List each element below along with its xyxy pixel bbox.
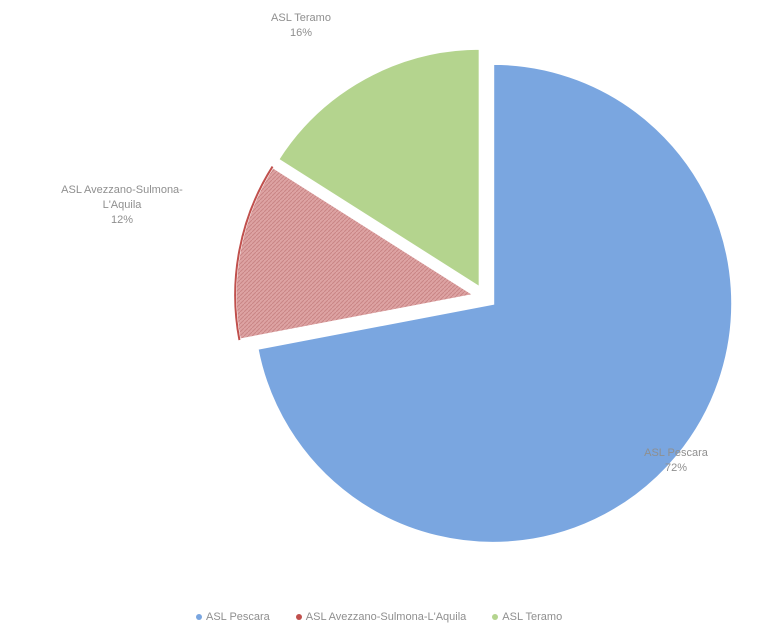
legend-item-teramo: ASL Teramo — [492, 611, 562, 623]
slice-label-value: 72% — [664, 462, 688, 474]
legend-label: ASL Pescara — [206, 611, 270, 623]
legend-label: ASL Teramo — [502, 611, 563, 623]
chart-legend: ASL Pescara ASL Avezzano-Sulmona-L'Aquil… — [196, 611, 562, 623]
slice-label-avezzano: ASL Avezzano-Sulmona- L'Aquila 12% — [61, 183, 183, 228]
slice-label-pescara: ASL Pescara 72% — [644, 446, 708, 476]
legend-item-pescara: ASL Pescara — [196, 611, 270, 623]
slice-label-line: ASL Teramo — [271, 12, 331, 24]
legend-marker — [196, 614, 202, 620]
pie-slice-teramo — [275, 46, 482, 291]
slice-label-line: ASL Avezzano-Sulmona- — [61, 184, 183, 196]
legend-marker — [492, 614, 499, 620]
legend-marker — [295, 614, 302, 620]
legend-item-avezzano: ASL Avezzano-Sulmona-L'Aquila — [295, 611, 467, 623]
slice-label-value: 12% — [110, 214, 134, 226]
slice-label-teramo: ASL Teramo 16% — [271, 11, 331, 41]
legend-label: ASL Avezzano-Sulmona-L'Aquila — [305, 611, 467, 623]
pie-slice-edge — [234, 165, 274, 341]
slice-label-value: 16% — [289, 27, 313, 39]
slice-label-line: L'Aquila — [102, 199, 142, 211]
pie-slice-pescara — [255, 61, 735, 545]
slice-label-line: ASL Pescara — [644, 447, 708, 459]
pie-slices — [233, 46, 735, 545]
